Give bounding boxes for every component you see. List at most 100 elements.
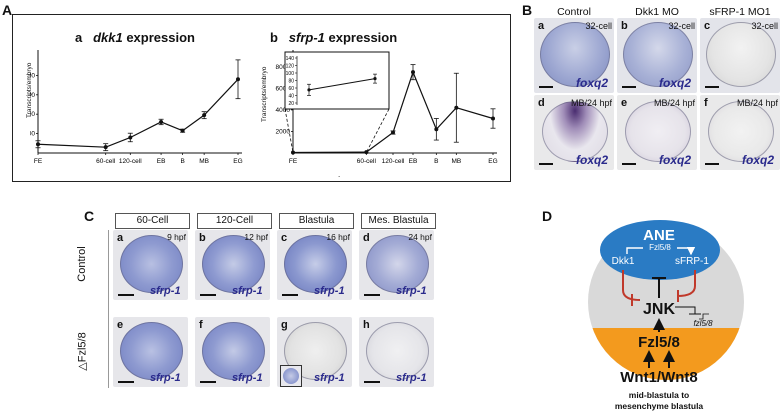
chart-a-x-tick-label: B <box>180 158 184 165</box>
panel-c-cell-letter: b <box>199 232 206 244</box>
panel-b-gene-label: foxq2 <box>576 153 609 167</box>
panel-b-cell-letter: b <box>621 20 628 32</box>
panel-b-stage-label: MB/24 hpf <box>736 98 778 108</box>
jnk-fzl-gene-inhibit <box>675 306 701 315</box>
wnt-label: Wnt1/Wnt8 <box>620 369 697 386</box>
panel-b-stage-label: MB/24 hpf <box>653 98 695 108</box>
panel-b-gene-label: foxq2 <box>576 76 609 90</box>
embryo-photo <box>617 18 697 93</box>
panel-b-cell-letter: f <box>704 97 708 109</box>
inset-frame <box>284 51 390 110</box>
inset-y-tick-label: 40 <box>288 93 294 99</box>
panel-b-column-header: sFRP-1 MO1 <box>709 6 771 18</box>
embryo-photo <box>617 95 697 170</box>
panel-b-cell-letter: e <box>621 97 628 109</box>
chart-b-x-tick-label: MB <box>451 158 461 165</box>
embryo <box>284 235 347 293</box>
chart-a-x-tick-label: MB <box>199 158 209 165</box>
chart-b-data-point <box>364 150 369 155</box>
chart-a-data-point <box>103 145 108 150</box>
jnk-inhibit-line <box>652 277 666 298</box>
panel-c-column-header: 60-Cell <box>115 213 190 229</box>
scale-bar <box>622 86 636 88</box>
embryo-photo <box>359 230 434 300</box>
panel-c-time-label: 9 hpf <box>167 232 186 242</box>
embryo <box>202 322 265 380</box>
fzl-mid-label: Fzl5/8 <box>638 334 680 351</box>
chart-b-data-point <box>291 150 295 155</box>
panel-b-stage-label: 32-cell <box>585 21 612 31</box>
inset-y-tick-label: 120 <box>286 63 295 69</box>
ane-ellipse <box>600 220 720 280</box>
panel-label-d: D <box>542 208 553 224</box>
chart-b-title: b sfrp-1 expression <box>270 30 397 45</box>
chart-b-data-point <box>411 70 415 75</box>
inset-y-tick-label: 60 <box>288 86 294 92</box>
panel-b-stage-label: 32-cell <box>751 21 778 31</box>
chart-b-x-tick-label: 60-cell <box>357 158 377 165</box>
scale-bar <box>622 163 636 165</box>
scale-bar <box>705 163 719 165</box>
chart-a-data-point <box>36 142 40 147</box>
panel-c-cell-letter: f <box>199 319 203 331</box>
chart-b-gene: sfrp-1 <box>288 30 325 45</box>
embryo <box>708 101 774 162</box>
panel-c-gene-label: sfrp-1 <box>314 372 345 384</box>
caption-line-1: mid-blastula to <box>629 390 689 400</box>
chart-b-series-line <box>365 70 494 153</box>
embryo-photo <box>113 230 188 300</box>
inset-data-point <box>307 88 311 92</box>
embryo-photo <box>195 317 270 387</box>
chart-b-y-tick-label: 4000 <box>276 107 291 114</box>
panel-b-gene-label: foxq2 <box>742 153 775 167</box>
panel-c-time-label: 16 hpf <box>326 232 350 242</box>
chart-b-data-point <box>391 130 395 135</box>
chart-b-svg: 2000 4000 6000 8000 FE 60-cell 120-cell EB B MB EG… <box>276 50 498 165</box>
scale-bar <box>200 381 216 383</box>
chart-b-y-tick-label: 8000 <box>276 64 291 71</box>
panel-c-g-inset <box>280 365 302 387</box>
gene-arrow <box>699 313 709 320</box>
fzl-top-label: Fzl5/8 <box>649 243 671 252</box>
embryo <box>623 22 693 87</box>
chart-b-data-point <box>491 116 495 121</box>
panel-b-stage-label: MB/24 hpf <box>570 98 612 108</box>
panel-c-gene-label: sfrp-1 <box>150 285 181 297</box>
inset-embryo <box>283 368 299 384</box>
inset-connector-right <box>365 108 390 153</box>
panel-c-gene-label: sfrp-1 <box>150 372 181 384</box>
inset-data-point <box>373 77 377 81</box>
embryo-photo <box>277 230 352 300</box>
scale-bar <box>364 381 380 383</box>
embryo <box>202 235 265 293</box>
panel-c-gene-label: sfrp-1 <box>232 285 263 297</box>
panel-c-column-header: 120-Cell <box>197 213 272 229</box>
panel-c-row-label: △Fzl5/8 <box>76 332 89 371</box>
panel-b-column-header: Control <box>557 6 591 18</box>
panel-c-gene-label: sfrp-1 <box>396 372 427 384</box>
inset-connector-left <box>284 108 294 153</box>
chart-b-data-point <box>434 127 439 132</box>
chart-a-x-tick-label: 120-cell <box>119 158 142 165</box>
panel-c-row-label: Control <box>76 246 88 282</box>
inset-y-tick-label: 140 <box>286 56 295 62</box>
embryo <box>542 101 608 162</box>
chart-b-x-tick-label: EB <box>409 158 418 165</box>
panel-c-column-header: Mes. Blastula <box>361 213 436 229</box>
chart-a-y-tick-label: 200 <box>30 111 35 118</box>
embryo <box>120 235 183 293</box>
fzl-top-arrows <box>626 248 691 254</box>
chart-b-x-tick-label: 120-cell <box>382 158 405 165</box>
chart-a-y-tick-label: 100 <box>30 131 35 138</box>
chart-b-letter: b <box>270 30 278 45</box>
chart-a-data-point <box>180 128 185 133</box>
embryo-photo <box>113 317 188 387</box>
embryo <box>366 235 429 293</box>
chart-a-data-point <box>202 113 207 118</box>
embryo <box>366 322 429 380</box>
inset-series-line <box>308 78 376 91</box>
panel-c-cell-letter: d <box>363 232 370 244</box>
red-inhibit-right <box>676 270 696 302</box>
panel-c-gene-label: sfrp-1 <box>232 372 263 384</box>
inset-y-tick-label: 100 <box>286 71 295 77</box>
